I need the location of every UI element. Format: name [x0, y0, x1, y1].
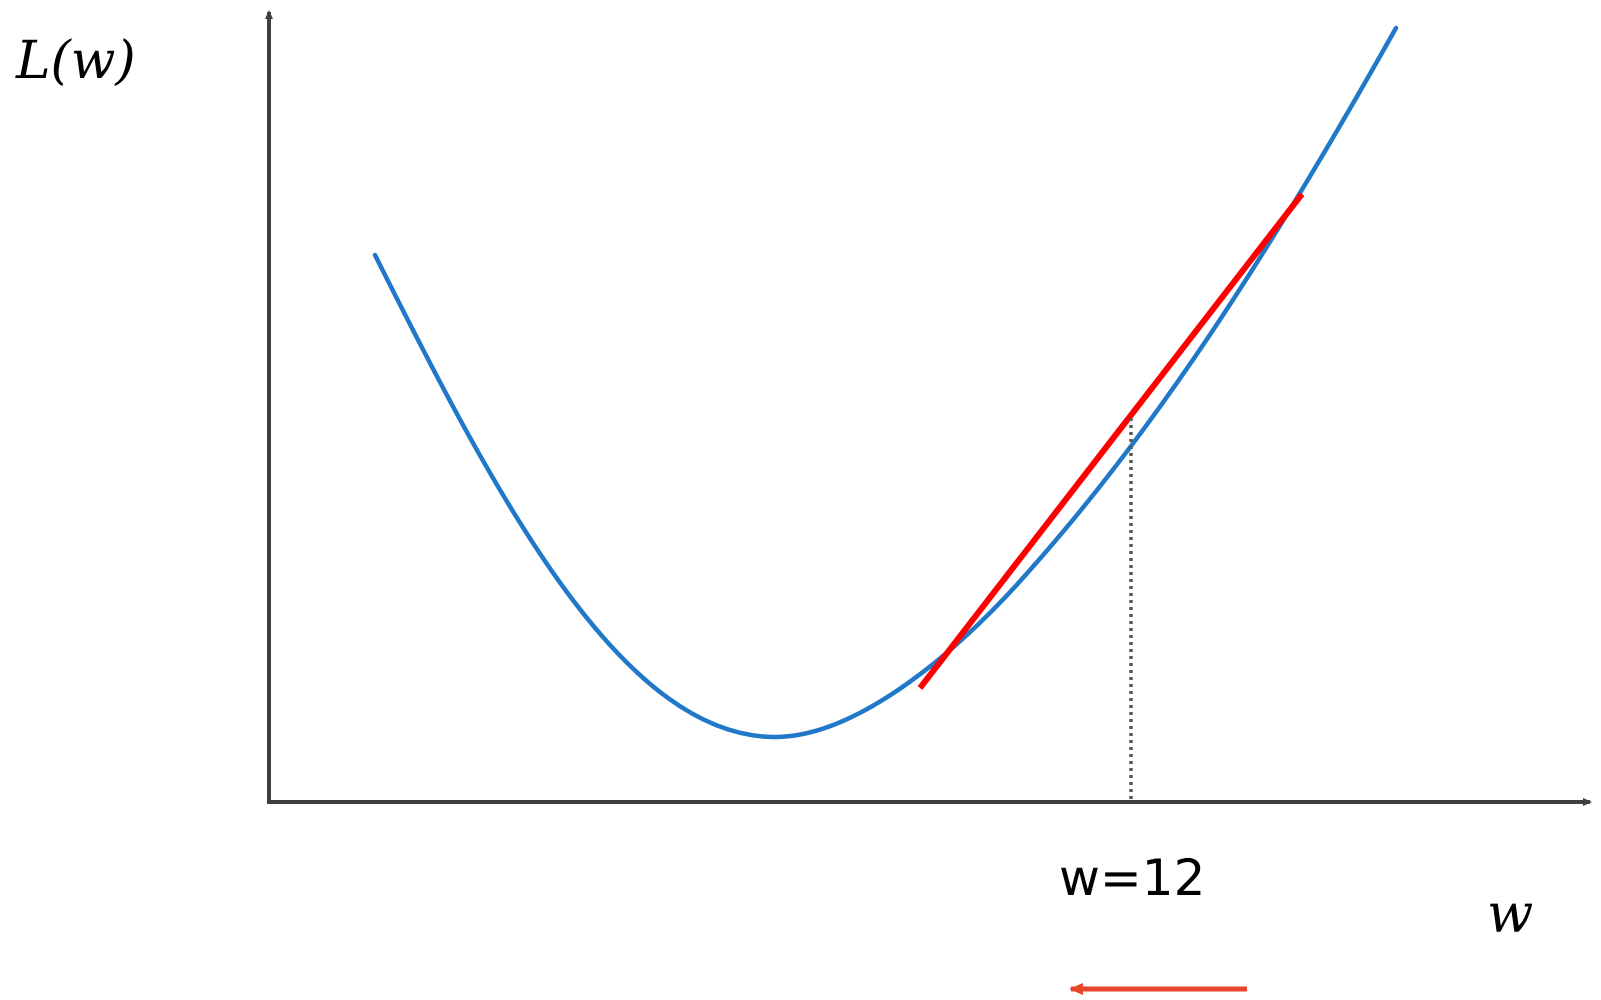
w12-label: w=12: [1059, 849, 1205, 907]
loss-curve: [372, 25, 1399, 740]
y-axis-label: L(w): [15, 31, 136, 91]
x-axis-label: w: [1487, 882, 1533, 945]
tangent-line: [917, 192, 1305, 690]
